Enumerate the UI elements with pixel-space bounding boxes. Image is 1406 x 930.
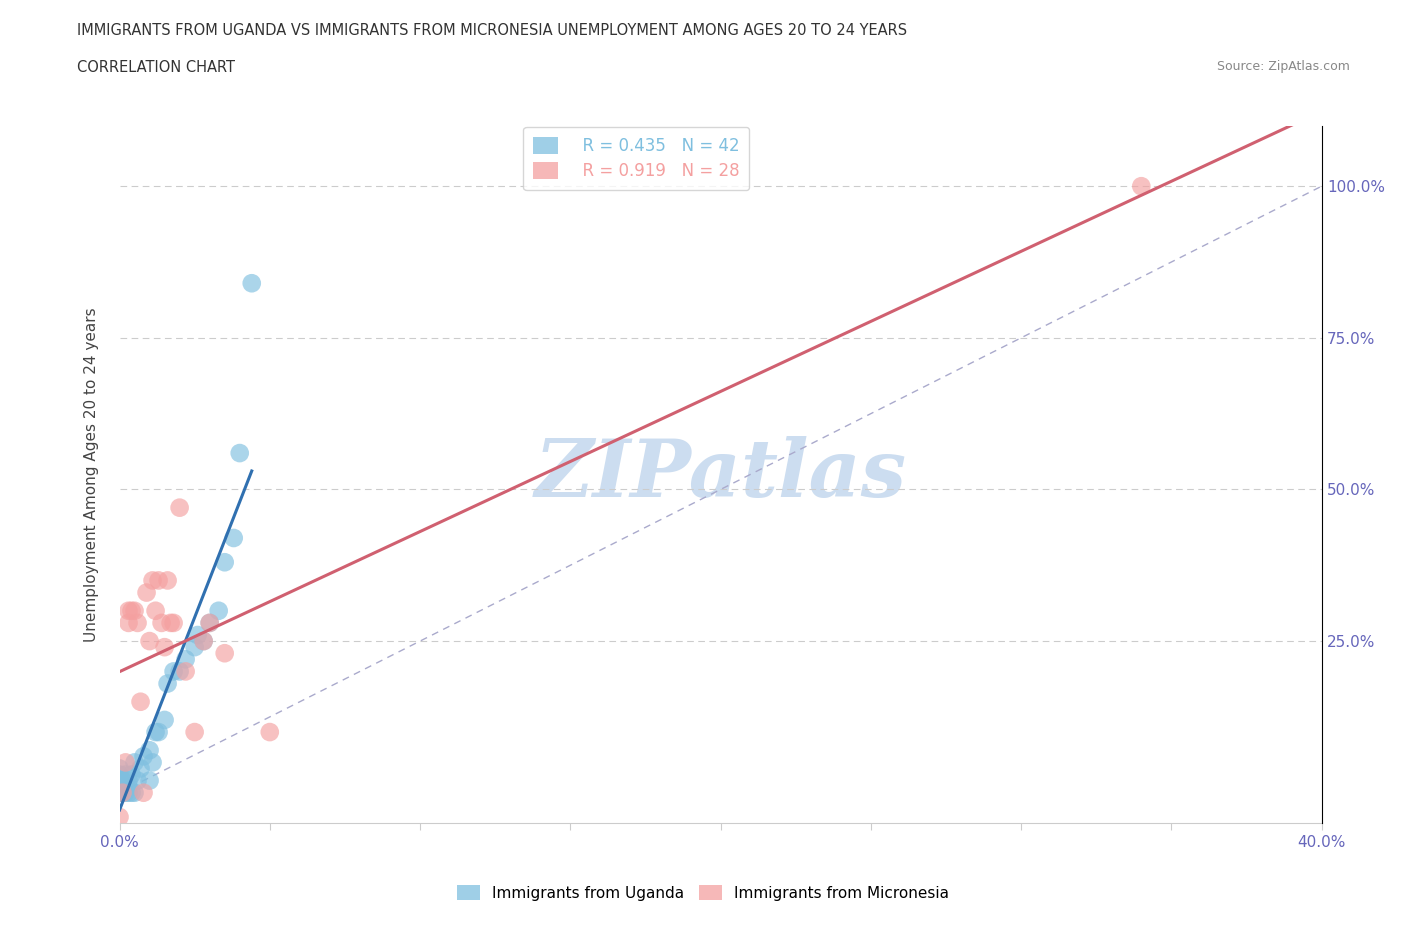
Point [108, 785, 131, 800]
Point [124, 755, 146, 770]
Point [193, 633, 215, 648]
Point [159, 616, 181, 631]
Point [117, 785, 139, 800]
Point [124, 785, 146, 800]
Point [148, 573, 170, 588]
Legend:   R = 0.435   N = 42,   R = 0.919   N = 28: R = 0.435 N = 42, R = 0.919 N = 28 [523, 126, 749, 190]
Point [124, 604, 146, 618]
Point [142, 573, 165, 588]
Point [183, 724, 205, 739]
Point [108, 761, 131, 776]
Point [193, 633, 215, 648]
Point [108, 767, 131, 782]
Point [108, 785, 131, 800]
Point [121, 604, 143, 618]
Point [214, 555, 236, 570]
Legend: Immigrants from Uganda, Immigrants from Micronesia: Immigrants from Uganda, Immigrants from … [450, 879, 956, 907]
Point [111, 785, 134, 800]
Point [138, 773, 160, 788]
Point [169, 664, 191, 679]
Point [121, 767, 143, 782]
Point [208, 604, 231, 618]
Point [162, 664, 184, 679]
Point [111, 773, 134, 788]
Text: CORRELATION CHART: CORRELATION CHART [77, 60, 235, 75]
Point [156, 573, 179, 588]
Point [187, 628, 209, 643]
Point [127, 616, 149, 631]
Point [117, 779, 139, 794]
Point [121, 785, 143, 800]
Point [111, 779, 134, 794]
Point [150, 616, 173, 631]
Point [138, 633, 160, 648]
Point [222, 530, 245, 545]
Text: ZIPatlas: ZIPatlas [534, 435, 907, 513]
Point [117, 616, 139, 631]
Point [117, 604, 139, 618]
Point [129, 761, 152, 776]
Y-axis label: Unemployment Among Ages 20 to 24 years: Unemployment Among Ages 20 to 24 years [84, 307, 98, 642]
Point [259, 724, 281, 739]
Point [142, 755, 165, 770]
Point [127, 773, 149, 788]
Text: IMMIGRANTS FROM UGANDA VS IMMIGRANTS FROM MICRONESIA UNEMPLOYMENT AMONG AGES 20 : IMMIGRANTS FROM UGANDA VS IMMIGRANTS FRO… [77, 23, 907, 38]
Point [135, 585, 157, 600]
Point [145, 604, 167, 618]
Point [114, 785, 136, 800]
Point [138, 743, 160, 758]
Text: Source: ZipAtlas.com: Source: ZipAtlas.com [1216, 60, 1350, 73]
Point [214, 645, 236, 660]
Point [114, 767, 136, 782]
Point [108, 773, 131, 788]
Point [108, 779, 131, 794]
Point [153, 712, 176, 727]
Point [108, 809, 131, 824]
Point [174, 664, 197, 679]
Point [132, 749, 155, 764]
Point [183, 640, 205, 655]
Point [198, 616, 221, 631]
Point [145, 724, 167, 739]
Point [198, 616, 221, 631]
Point [129, 695, 152, 710]
Point [169, 500, 191, 515]
Point [1130, 179, 1153, 193]
Point [156, 676, 179, 691]
Point [117, 773, 139, 788]
Point [174, 652, 197, 667]
Point [132, 785, 155, 800]
Point [114, 755, 136, 770]
Point [228, 445, 252, 460]
Point [162, 616, 184, 631]
Point [240, 276, 263, 291]
Point [114, 779, 136, 794]
Point [111, 785, 134, 800]
Point [148, 724, 170, 739]
Point [153, 640, 176, 655]
Point [108, 785, 131, 800]
